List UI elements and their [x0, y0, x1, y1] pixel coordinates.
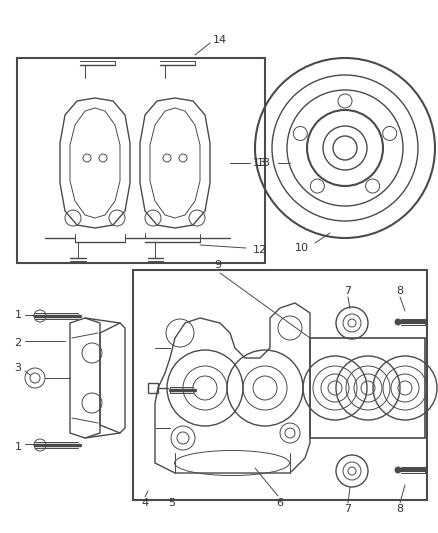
Text: 5: 5: [169, 498, 176, 508]
Text: 1: 1: [14, 310, 21, 320]
Text: 13: 13: [253, 158, 267, 168]
Text: 10: 10: [295, 243, 309, 253]
Bar: [148, 383, 158, 393]
Bar: [310, 338, 425, 438]
Text: 12: 12: [253, 245, 267, 255]
Ellipse shape: [395, 467, 401, 473]
Text: 7: 7: [344, 286, 352, 296]
Text: 7: 7: [344, 504, 352, 514]
Text: 6: 6: [276, 498, 283, 508]
Text: 8: 8: [396, 504, 403, 514]
Text: 8: 8: [396, 286, 403, 296]
Text: 9: 9: [215, 260, 222, 270]
Text: 13: 13: [257, 158, 271, 168]
Text: 1: 1: [14, 442, 21, 452]
Text: 4: 4: [141, 498, 148, 508]
Bar: [17, 58, 265, 263]
Ellipse shape: [395, 319, 401, 325]
Text: 2: 2: [14, 338, 21, 348]
Text: 14: 14: [213, 35, 227, 45]
Text: 3: 3: [14, 363, 21, 373]
Bar: [133, 270, 427, 500]
